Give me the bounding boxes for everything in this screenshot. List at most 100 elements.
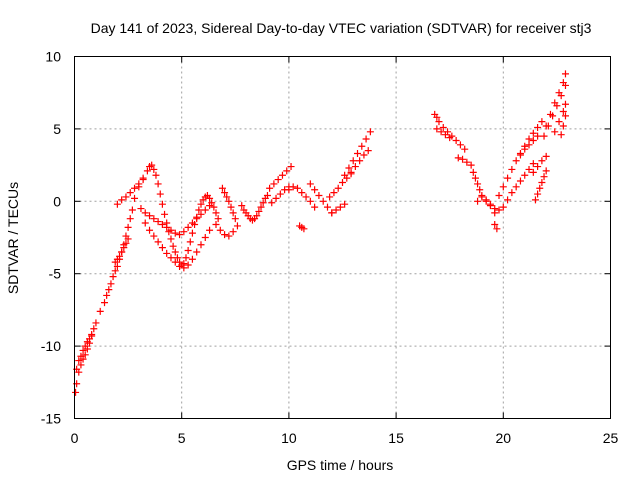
y-tick-label: -15 (41, 411, 61, 427)
data-point (332, 206, 340, 214)
data-point (188, 255, 196, 263)
x-tick-label: 20 (496, 430, 512, 446)
data-point (336, 203, 344, 211)
data-point (255, 207, 263, 215)
y-tick-label: 5 (53, 121, 61, 137)
data-point (508, 189, 516, 197)
data-point (459, 155, 467, 163)
data-point (278, 171, 286, 179)
data-point (126, 189, 134, 197)
data-point (184, 261, 192, 269)
data-point (474, 197, 482, 205)
data-point (150, 215, 158, 223)
data-point (499, 203, 507, 211)
data-point (77, 361, 85, 369)
data-point (154, 218, 162, 226)
data-point (364, 147, 372, 155)
data-point (516, 177, 524, 185)
data-point (180, 264, 188, 272)
data-point (534, 190, 542, 198)
data-point (270, 180, 278, 188)
data-point (257, 203, 265, 211)
data-point (561, 112, 569, 120)
data-point (283, 167, 291, 175)
data-point (225, 197, 233, 205)
data-point (197, 210, 205, 218)
data-point (150, 165, 158, 173)
data-point (540, 132, 548, 140)
data-point (186, 238, 194, 246)
data-point (345, 164, 353, 172)
data-point (152, 171, 160, 179)
data-point (536, 184, 544, 192)
data-point (538, 178, 546, 186)
x-tick-label: 10 (281, 430, 297, 446)
x-tick-label: 0 (71, 430, 79, 446)
plot-frame (74, 56, 611, 419)
data-point (118, 248, 126, 256)
data-point (512, 157, 520, 165)
data-points (72, 70, 569, 396)
data-point (561, 100, 569, 108)
data-point (101, 299, 109, 307)
data-point (259, 199, 267, 207)
data-point (521, 171, 529, 179)
data-point (201, 234, 209, 241)
data-point (474, 180, 482, 188)
data-point (118, 196, 126, 204)
data-point (90, 325, 98, 333)
axis-ticks (74, 56, 611, 419)
data-point (184, 223, 192, 231)
data-point (72, 388, 80, 396)
data-point (351, 163, 359, 171)
data-point (300, 225, 308, 233)
data-point (287, 163, 295, 171)
data-point (491, 220, 499, 228)
data-point (105, 286, 113, 294)
data-point (493, 225, 501, 233)
data-point (272, 194, 280, 202)
data-point (358, 142, 366, 150)
data-point (289, 183, 297, 191)
data-point (435, 118, 443, 126)
y-tick-labels: -15 -10 -5 0 5 10 (41, 49, 61, 427)
data-point (328, 209, 336, 217)
data-point (268, 199, 276, 207)
data-point (176, 231, 184, 239)
data-point (454, 154, 462, 162)
data-point (354, 150, 362, 158)
data-point (146, 212, 154, 220)
data-point (525, 141, 533, 149)
data-point (231, 215, 239, 223)
data-point (437, 128, 445, 136)
data-point (559, 108, 567, 116)
data-point (315, 192, 323, 200)
data-point (482, 196, 490, 204)
data-point (238, 202, 246, 210)
data-point (161, 210, 169, 218)
data-point (86, 335, 94, 343)
data-point (81, 342, 89, 350)
data-point (253, 212, 261, 220)
data-point (452, 136, 460, 144)
data-point (529, 129, 537, 137)
data-point (559, 79, 567, 87)
data-point (146, 226, 154, 234)
data-point (326, 193, 334, 201)
data-point (128, 206, 136, 214)
data-point (306, 197, 314, 205)
data-point (534, 163, 542, 171)
data-point (77, 352, 85, 360)
data-point (341, 171, 349, 179)
y-tick-label: 0 (53, 193, 61, 209)
data-point (81, 351, 89, 359)
data-point (529, 160, 537, 168)
data-point (508, 165, 516, 173)
data-point (122, 193, 130, 201)
data-point (92, 319, 100, 327)
data-point (154, 238, 162, 246)
data-point (173, 254, 181, 262)
data-point (111, 267, 119, 275)
y-tick-label: -5 (49, 266, 62, 282)
